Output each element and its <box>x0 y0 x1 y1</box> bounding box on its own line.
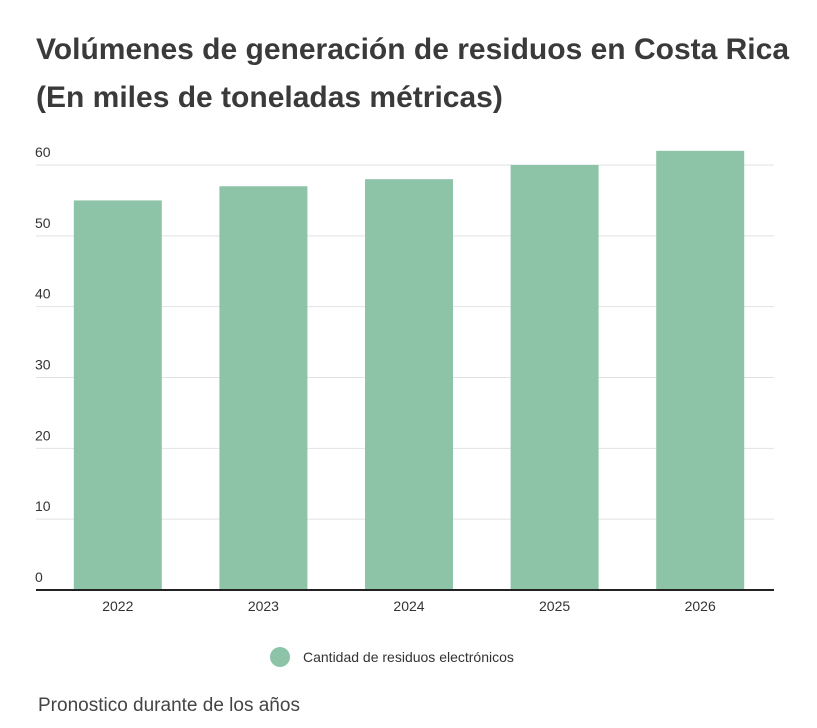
chart-title-line-2: (En miles de toneladas métricas) <box>36 81 503 114</box>
y-tick-label: 20 <box>35 427 51 443</box>
bar <box>656 150 745 591</box>
x-tick-label: 2024 <box>393 598 424 614</box>
y-tick-label: 10 <box>35 498 51 514</box>
y-tick-label: 30 <box>35 357 51 373</box>
bar <box>510 165 599 590</box>
chart-title-line-1: Volúmenes de generación de residuos en C… <box>36 33 790 66</box>
chart-title: Volúmenes de generación de residuos en C… <box>36 26 806 122</box>
x-tick-label: 2022 <box>102 598 133 614</box>
y-tick-label: 40 <box>35 286 51 302</box>
bar <box>73 200 162 590</box>
legend-label: Cantidad de residuos electrónicos <box>303 649 514 665</box>
y-tick-label: 50 <box>35 215 51 231</box>
x-tick-label: 2023 <box>248 598 279 614</box>
y-tick-label: 0 <box>35 569 43 585</box>
x-tick-label: 2025 <box>539 598 570 614</box>
legend-swatch <box>270 647 290 667</box>
bar <box>365 179 453 590</box>
chart-legend: Cantidad de residuos electrónicos <box>270 647 514 667</box>
chart-footnote: Pronostico durante de los años <box>38 695 300 716</box>
bar <box>219 186 308 590</box>
x-tick-label: 2026 <box>685 598 716 614</box>
y-tick-label: 60 <box>35 144 51 160</box>
